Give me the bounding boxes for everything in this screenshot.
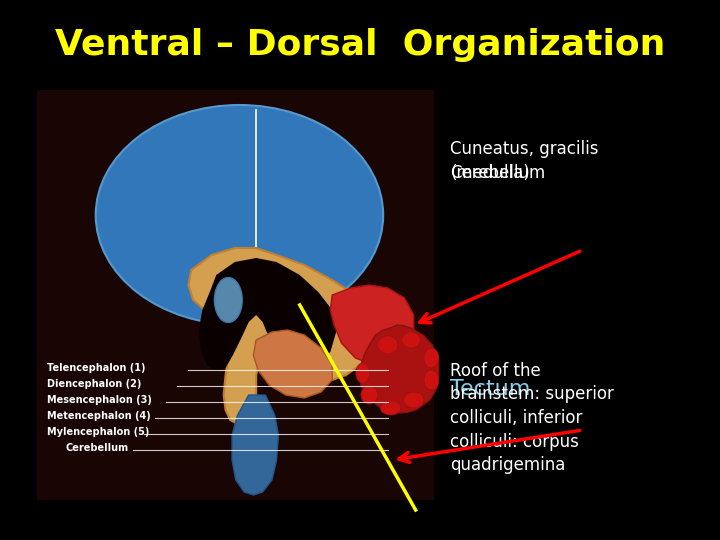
Text: Metencephalon (4): Metencephalon (4) xyxy=(47,411,150,421)
Ellipse shape xyxy=(424,348,438,368)
Polygon shape xyxy=(232,395,279,495)
Text: Mylencephalon (5): Mylencephalon (5) xyxy=(47,427,149,437)
Text: Cerebellum: Cerebellum xyxy=(450,164,545,182)
Polygon shape xyxy=(253,330,332,398)
Ellipse shape xyxy=(404,392,424,408)
Text: Mesencephalon (3): Mesencephalon (3) xyxy=(47,395,151,405)
Ellipse shape xyxy=(356,363,370,383)
Polygon shape xyxy=(199,258,337,372)
Ellipse shape xyxy=(361,386,377,404)
Polygon shape xyxy=(189,248,374,425)
Ellipse shape xyxy=(402,332,420,348)
Ellipse shape xyxy=(377,336,398,354)
Bar xyxy=(37,90,434,500)
Ellipse shape xyxy=(424,370,438,390)
Text: Cuneatus, gracilis
(medulla): Cuneatus, gracilis (medulla) xyxy=(450,140,598,182)
Polygon shape xyxy=(330,285,414,365)
Text: Diencephalon (2): Diencephalon (2) xyxy=(47,379,141,389)
Text: Ventral – Dorsal  Organization: Ventral – Dorsal Organization xyxy=(55,28,665,62)
Text: Roof of the
brainstem: superior
colliculi, inferior
colliculi: corpus
quadrigemi: Roof of the brainstem: superior collicul… xyxy=(450,362,614,474)
Ellipse shape xyxy=(215,278,242,322)
Text: Cerebellum: Cerebellum xyxy=(65,443,128,453)
Text: Tectum: Tectum xyxy=(450,379,531,399)
Polygon shape xyxy=(360,325,438,413)
Ellipse shape xyxy=(380,401,401,415)
Ellipse shape xyxy=(96,105,383,325)
Text: Telencephalon (1): Telencephalon (1) xyxy=(47,363,145,373)
